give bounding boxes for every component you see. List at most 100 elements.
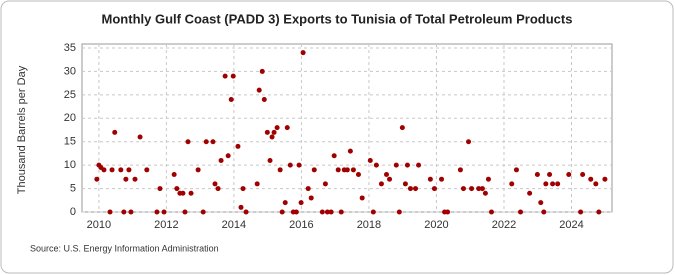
data-point [538,200,544,206]
data-point [324,209,330,215]
data-point [298,200,304,206]
x-tick-label: 2024 [559,219,583,231]
data-point [355,172,361,178]
y-tick-label: 15 [64,136,76,148]
data-point [367,157,373,163]
data-point [284,125,290,131]
data-point [378,181,384,187]
data-point [370,209,376,215]
x-tick-label: 2020 [424,219,448,231]
data-point [230,73,236,79]
data-point [479,186,485,192]
data-point [328,209,334,215]
data-point [416,162,422,168]
data-point [222,73,228,79]
data-point [182,209,188,215]
data-point [225,153,231,159]
data-point [407,186,413,192]
data-point [593,181,599,187]
data-point [126,167,132,173]
data-point [128,209,134,215]
data-point [439,176,445,182]
data-point [399,125,405,131]
data-point [132,176,138,182]
data-point [457,167,463,173]
data-point [602,176,608,182]
data-point [300,50,306,56]
data-point [550,181,556,187]
x-tick-label: 2022 [492,219,516,231]
data-point [274,125,280,131]
data-point [154,209,160,215]
y-tick-label: 35 [64,42,76,54]
data-point [240,186,246,192]
data-point [469,186,475,192]
y-tick-label: 25 [64,89,76,101]
data-point [171,172,177,178]
data-point [541,209,547,215]
data-point [331,153,337,159]
data-point [534,172,540,178]
data-point [322,181,328,187]
data-point [488,209,494,215]
data-point [200,209,206,215]
data-point [404,162,410,168]
data-point [555,181,561,187]
data-point [287,162,293,168]
data-point [279,209,285,215]
x-tick-label: 2012 [154,219,178,231]
data-point [161,209,167,215]
data-point [527,190,533,196]
y-axis-label: Thousand Barrels per Day [16,65,28,194]
y-tick-label: 30 [64,65,76,77]
data-point [282,200,288,206]
data-point [261,97,267,103]
data-point [296,162,302,168]
data-point [195,167,201,173]
data-point [218,157,224,163]
data-point [319,209,325,215]
data-point [476,186,482,192]
data-point [210,139,216,145]
data-point [112,129,118,135]
data-point [215,186,221,192]
y-tick-label: 10 [64,159,76,171]
data-point [267,157,273,163]
data-point [460,186,466,192]
data-point [305,186,311,192]
data-point [271,129,277,135]
data-point [185,139,191,145]
data-point [373,162,379,168]
data-point [118,167,124,173]
y-tick-label: 5 [70,182,76,194]
data-point [445,209,451,215]
data-point [513,167,519,173]
data-point [203,139,209,145]
data-point [144,167,150,173]
data-point [212,181,218,187]
data-point [308,195,314,201]
data-point [293,209,299,215]
data-point [94,176,100,182]
data-point [485,176,491,182]
data-point [188,190,194,196]
data-point [259,68,265,74]
data-point [396,209,402,215]
data-point [311,167,317,173]
data-point [228,97,234,103]
data-point [347,148,353,154]
data-point [109,167,115,173]
x-tick-label: 2018 [357,219,381,231]
data-point [402,181,408,187]
data-point [578,209,584,215]
data-point [482,190,488,196]
data-point [238,204,244,210]
source-note: Source: U.S. Energy Information Administ… [30,243,219,253]
data-point [431,186,437,192]
x-tick-label: 2014 [222,219,246,231]
data-point [121,209,127,215]
data-point [383,172,389,178]
data-point [107,209,113,215]
data-point [344,167,350,173]
x-tick-label: 2010 [87,219,111,231]
